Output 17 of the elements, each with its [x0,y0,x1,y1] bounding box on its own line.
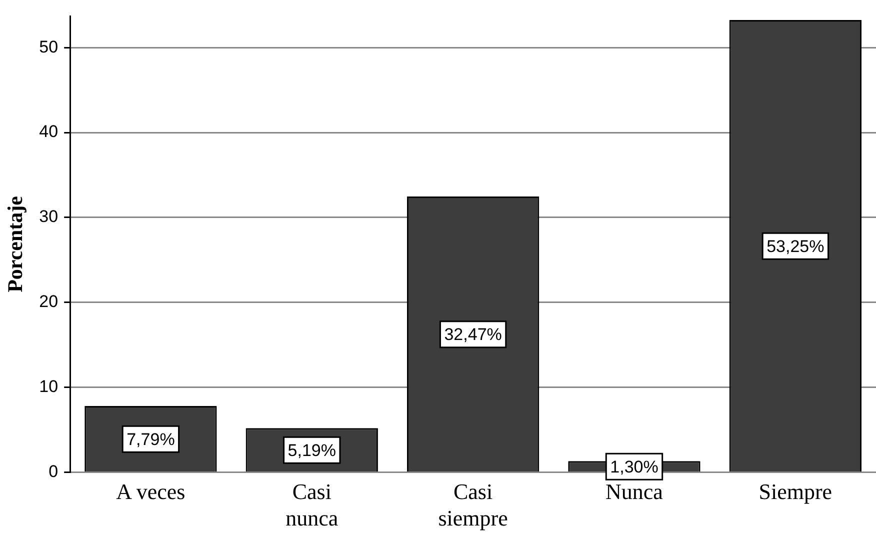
x-tick-label: Nunca [606,479,664,504]
y-axis-title: Porcentaje [3,196,28,292]
y-tick-label: 40 [39,122,58,142]
y-tick-label: 10 [39,376,58,396]
x-tick-label: Casi siempre [438,479,508,531]
data-label: 53,25% [766,236,824,256]
data-label: 5,19% [288,440,336,460]
y-tick-label: 20 [39,292,58,312]
y-tick-label: 30 [39,207,58,226]
x-tick-label: A veces [116,479,186,504]
y-tick-label: 50 [39,37,58,56]
x-tick-label: Casi nunca [286,479,338,531]
data-label: 1,30% [610,457,658,476]
x-tick-label: Siempre [758,479,832,504]
data-label: 32,47% [444,325,502,344]
data-label: 7,79% [126,430,175,449]
y-tick-label: 0 [48,462,58,481]
